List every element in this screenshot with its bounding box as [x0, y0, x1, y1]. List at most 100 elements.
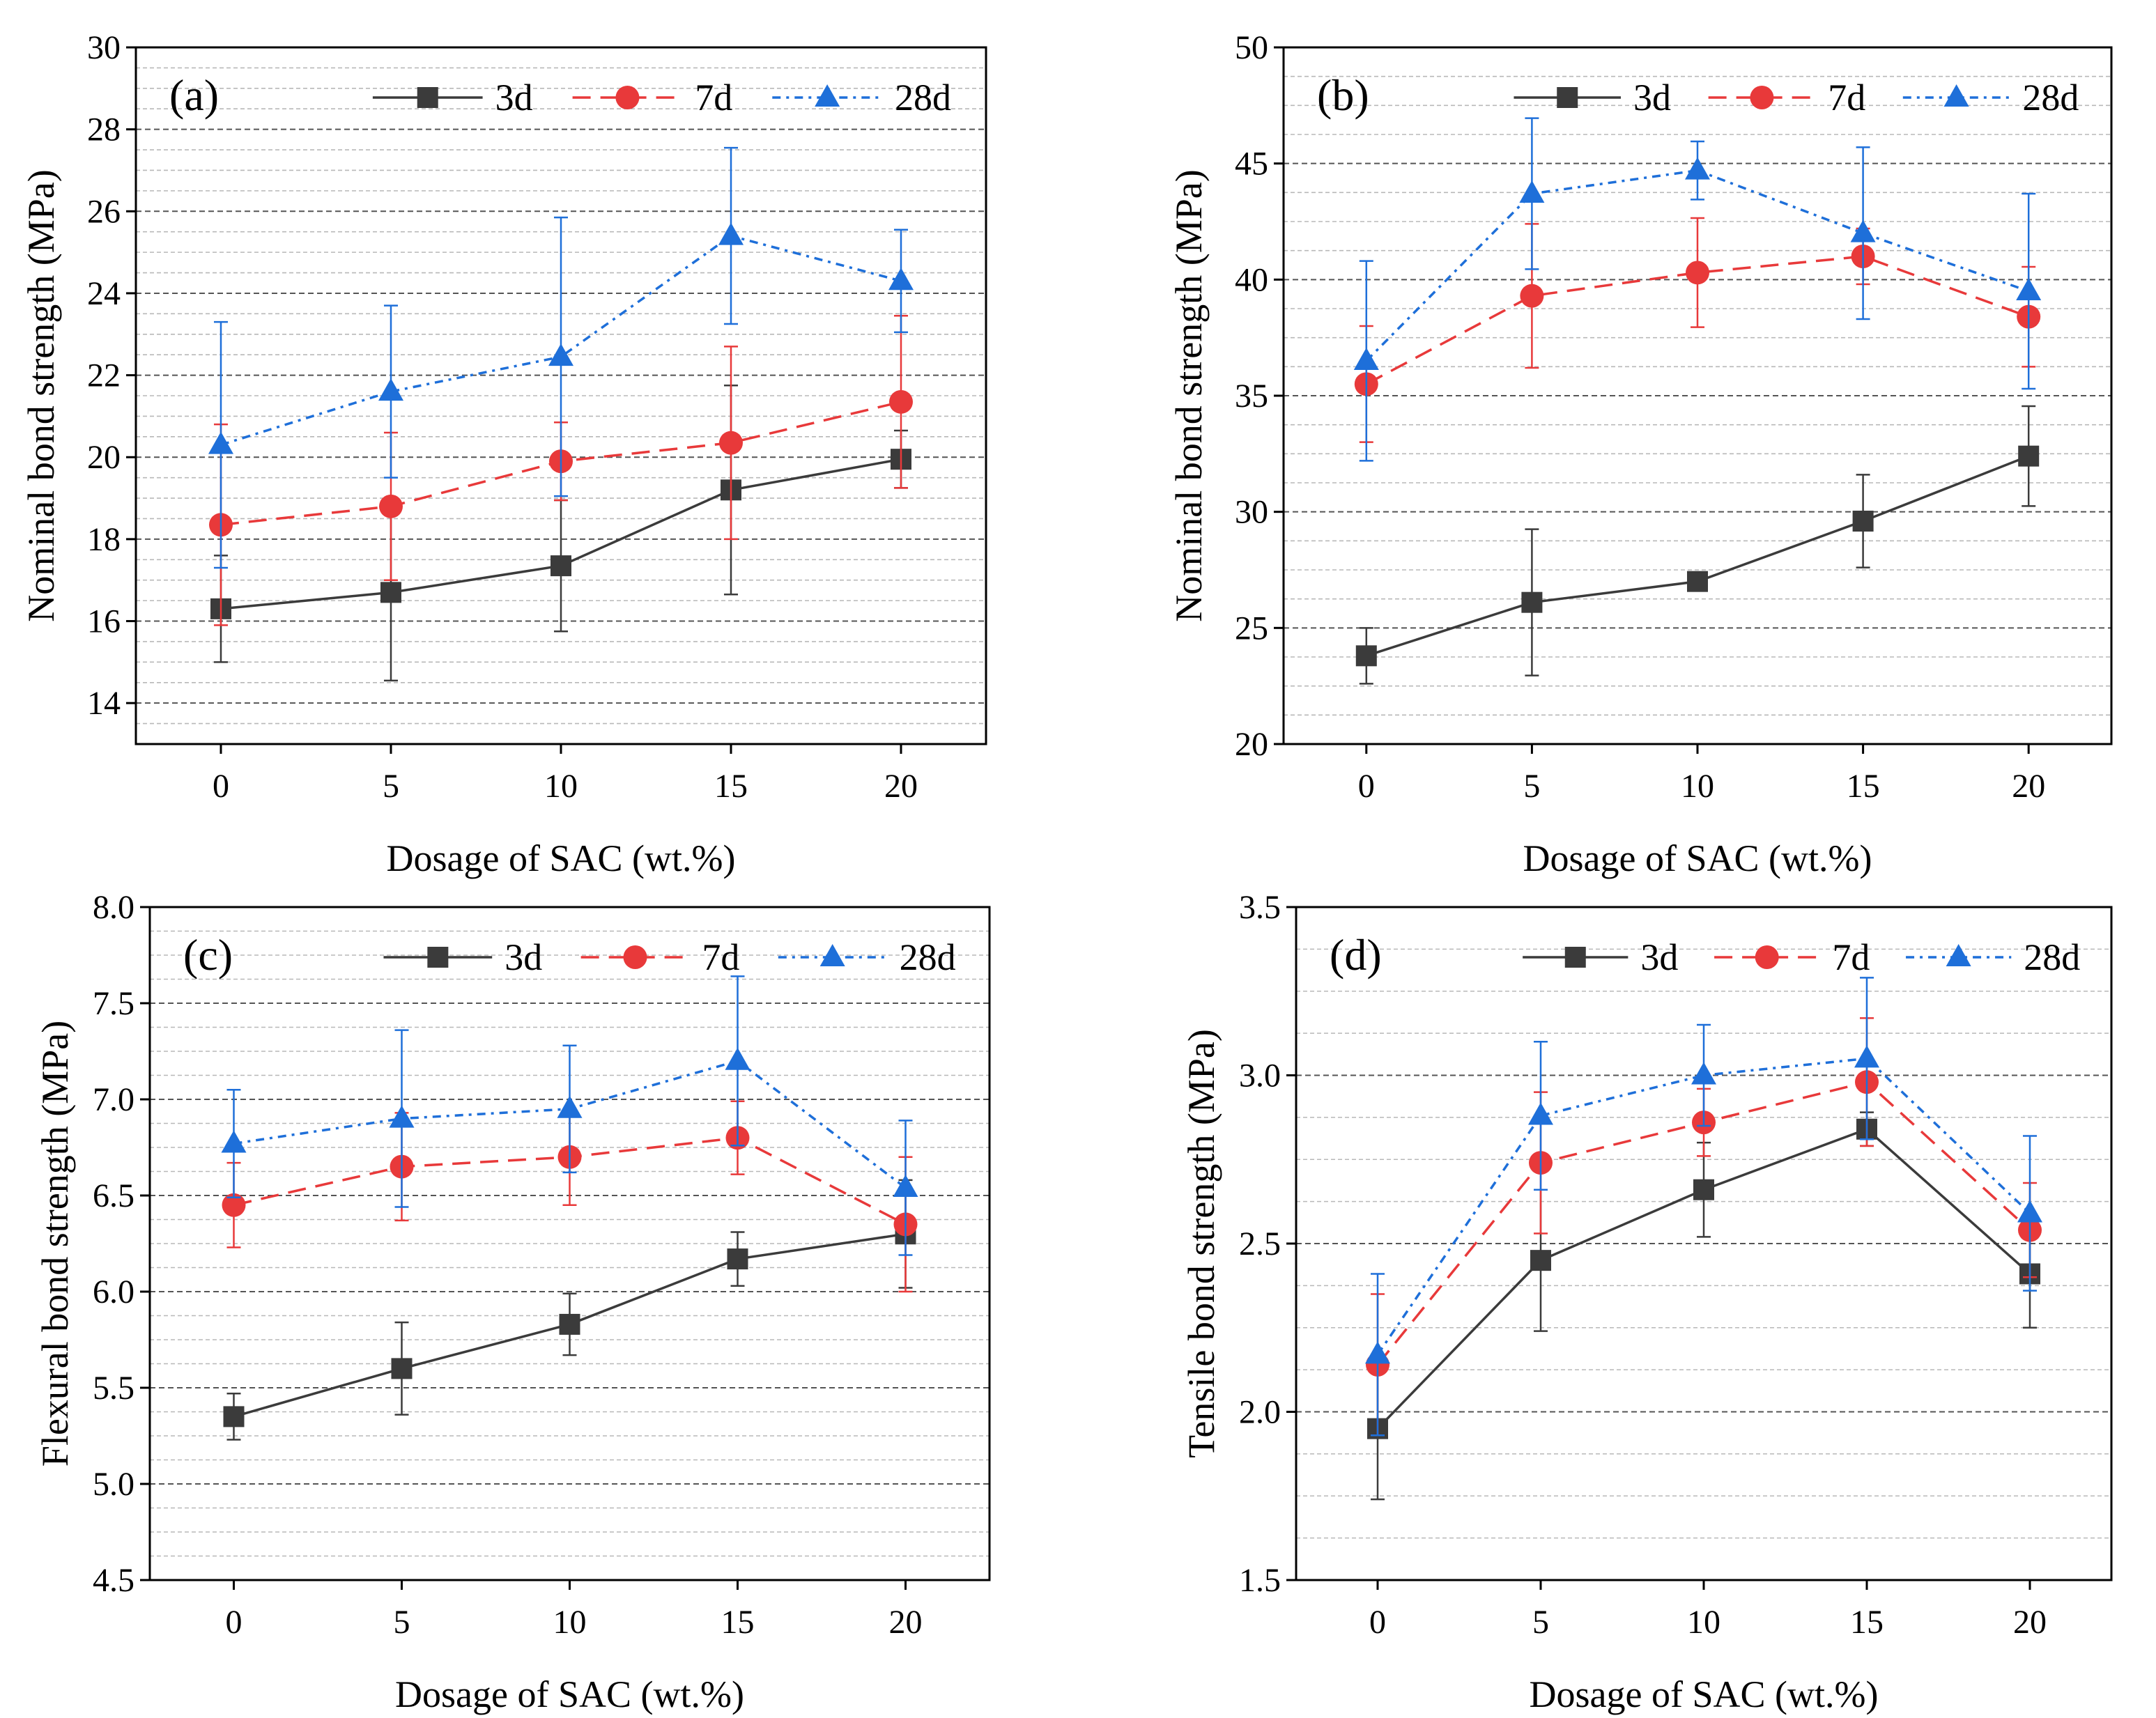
panel-label: (b)	[1317, 70, 1369, 120]
legend-marker-28d	[819, 944, 845, 966]
data-point-28d	[725, 1047, 750, 1070]
y-tick-label: 28	[87, 111, 121, 148]
data-point-3d	[1693, 1179, 1714, 1200]
data-point-28d	[888, 268, 914, 291]
data-point-28d	[2017, 1200, 2042, 1223]
y-tick-label: 30	[87, 29, 121, 66]
series-28d	[1353, 117, 2042, 462]
x-axis-title: Dosage of SAC (wt.%)	[1530, 1673, 1879, 1715]
y-tick-label: 50	[1235, 29, 1268, 66]
data-point-28d	[1850, 219, 1876, 242]
series-28d	[1365, 977, 2042, 1437]
legend-marker-28d	[815, 84, 840, 107]
data-point-3d	[223, 1406, 245, 1427]
x-axis-title: Dosage of SAC (wt.%)	[1523, 837, 1872, 879]
y-tick-label: 7.5	[93, 985, 134, 1022]
legend-marker-3d	[417, 87, 438, 108]
legend-label-28d: 28d	[2024, 936, 2080, 978]
data-point-28d	[557, 1095, 583, 1118]
panel-d: 1.5 2.0 2.5 3.0 3.5 0 5 10 15 20 Dosage of SAC (wt…	[1180, 889, 2113, 1715]
y-tick-label: 22	[87, 357, 121, 394]
x-tick-label: 20	[889, 1604, 923, 1641]
data-point-7d	[1520, 284, 1544, 308]
x-tick-label: 15	[714, 768, 748, 805]
data-point-3d	[559, 1313, 580, 1335]
panel-label: (d)	[1330, 930, 1382, 980]
legend-marker-28d	[1946, 944, 1971, 966]
data-point-3d	[550, 555, 571, 577]
legend-marker-3d	[1557, 87, 1578, 108]
data-point-28d	[1365, 1341, 1390, 1364]
y-tick-label: 3.5	[1239, 889, 1281, 926]
legend-marker-7d	[1755, 945, 1779, 969]
y-axis-title: Nominal bond strength (MPa)	[1168, 169, 1210, 621]
panel-label: (a)	[169, 70, 219, 120]
data-point-28d	[2016, 278, 2042, 300]
x-tick-label: 10	[553, 1604, 587, 1641]
x-tick-label: 0	[213, 768, 229, 805]
legend-label-3d: 3d	[1640, 936, 1678, 978]
x-axis-title: Dosage of SAC (wt.%)	[387, 837, 736, 879]
x-tick-label: 0	[226, 1604, 242, 1641]
y-axis-title: Nominal bond strength (MPa)	[20, 169, 62, 621]
series-28d	[208, 146, 914, 569]
y-tick-label: 16	[87, 603, 121, 640]
y-tick-label: 6.5	[93, 1177, 134, 1214]
data-point-28d	[1519, 180, 1545, 203]
series-3d	[1355, 405, 2040, 685]
series-28d	[221, 975, 918, 1256]
data-point-7d	[719, 431, 743, 455]
data-point-28d	[221, 1130, 247, 1153]
series-line-28d	[220, 234, 902, 447]
y-tick-label: 5.0	[93, 1466, 134, 1503]
legend-label-7d: 7d	[695, 77, 732, 118]
y-tick-label: 45	[1235, 146, 1268, 183]
y-tick-label: 30	[1235, 494, 1268, 531]
series-line-3d	[1366, 455, 2029, 657]
y-tick-label: 7.0	[93, 1081, 134, 1118]
y-tick-label: 2.5	[1239, 1225, 1281, 1262]
data-point-28d	[1685, 157, 1710, 180]
legend-marker-3d	[427, 947, 449, 968]
data-point-3d	[727, 1248, 748, 1270]
legend-label-28d: 28d	[2022, 77, 2079, 118]
data-point-3d	[1530, 1250, 1551, 1271]
x-tick-label: 20	[2012, 768, 2045, 805]
series-3d	[223, 1179, 916, 1441]
data-point-28d	[1691, 1062, 1716, 1085]
data-point-28d	[718, 222, 744, 245]
legend-marker-28d	[1943, 84, 1969, 107]
legend-label-3d: 3d	[1633, 77, 1671, 118]
legend-marker-3d	[1564, 947, 1586, 968]
legend-label-3d: 3d	[505, 936, 542, 978]
x-tick-label: 10	[1681, 768, 1714, 805]
legend-label-28d: 28d	[895, 77, 951, 118]
data-point-28d	[378, 378, 403, 401]
data-point-7d	[379, 494, 403, 518]
data-point-7d	[222, 1193, 246, 1217]
y-tick-label: 1.5	[1239, 1562, 1281, 1599]
x-tick-label: 5	[394, 1604, 410, 1641]
y-tick-label: 26	[87, 193, 121, 230]
y-tick-label: 24	[87, 275, 121, 312]
legend-marker-7d	[615, 86, 640, 109]
legend-label-7d: 7d	[1828, 77, 1865, 118]
x-tick-label: 10	[544, 768, 578, 805]
legend-marker-7d	[623, 945, 647, 969]
legend-label-28d: 28d	[900, 936, 956, 978]
data-point-28d	[389, 1105, 415, 1128]
y-tick-label: 6.0	[93, 1274, 134, 1310]
y-tick-label: 20	[1235, 726, 1268, 763]
panel-c: 4.5 5.0 5.5 6.0 6.5 7.0 7.5 8.0 0 5 10 15 20 Dosage o…	[34, 889, 991, 1715]
y-axis-title: Flexural bond strength (MPa)	[34, 1021, 76, 1467]
x-axis-title: Dosage of SAC (wt.%)	[395, 1673, 744, 1715]
y-axis-title: Tensile bond strength (MPa)	[1180, 1029, 1222, 1458]
y-tick-label: 20	[87, 439, 121, 476]
x-tick-label: 20	[2013, 1604, 2047, 1641]
data-point-28d	[1353, 348, 1379, 370]
y-tick-label: 3.0	[1239, 1058, 1281, 1094]
y-tick-label: 25	[1235, 610, 1268, 647]
data-point-7d	[1686, 261, 1709, 285]
y-tick-label: 18	[87, 521, 121, 558]
